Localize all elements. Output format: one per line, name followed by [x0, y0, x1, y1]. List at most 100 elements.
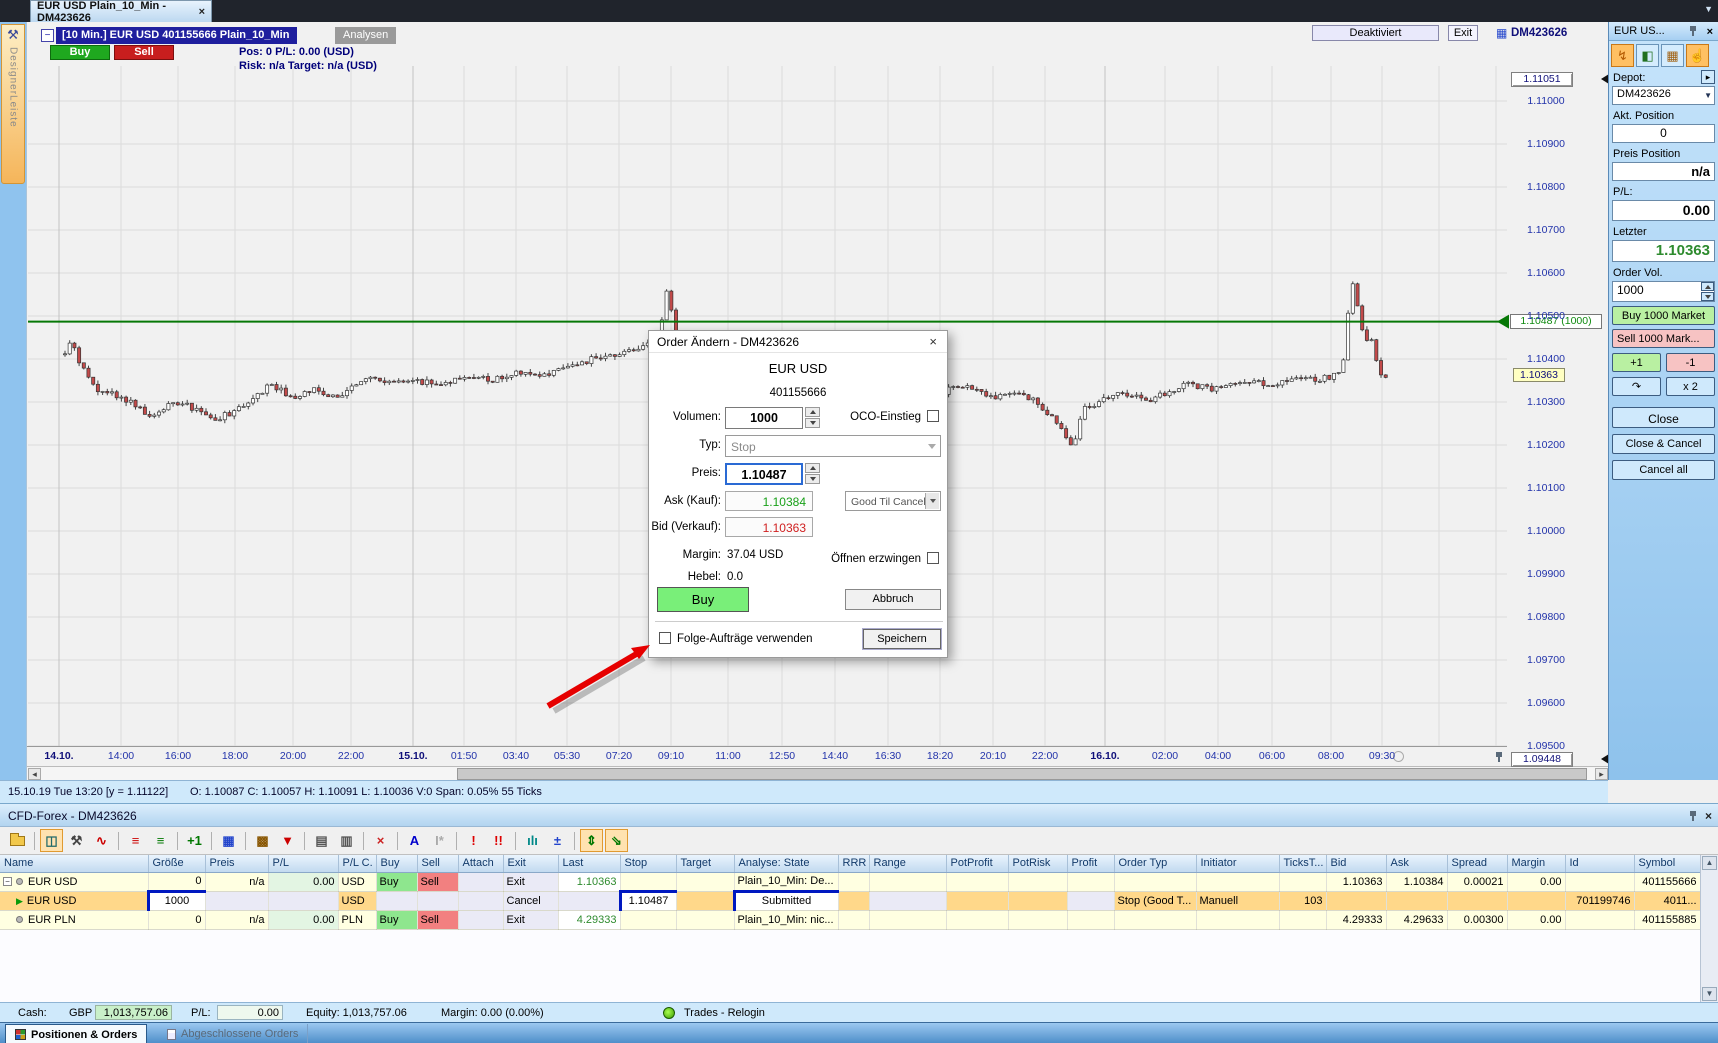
- caret-down-icon[interactable]: ▼: [1704, 4, 1713, 14]
- font-icon[interactable]: A: [409, 833, 420, 848]
- close-icon[interactable]: ×: [1704, 809, 1712, 823]
- cell-sell[interactable]: Sell: [417, 872, 459, 892]
- delete-icon[interactable]: ×: [376, 833, 385, 848]
- abbruch-button[interactable]: Abbruch: [845, 589, 941, 610]
- column-header-buy[interactable]: Buy: [376, 855, 418, 873]
- deaktiviert-button[interactable]: Deaktiviert: [1312, 25, 1439, 41]
- minus-one-button[interactable]: -1: [1666, 353, 1715, 372]
- column-header-rrr[interactable]: RRR: [838, 855, 870, 873]
- designer-leiste-panel[interactable]: ⚒ DesignerLeiste: [1, 24, 25, 184]
- expand-icon[interactable]: ▸: [1701, 70, 1715, 84]
- column-header-potrisk[interactable]: PotRisk: [1008, 855, 1068, 873]
- dialog-buy-button[interactable]: Buy: [657, 587, 749, 612]
- tools-icon[interactable]: ⚒: [70, 833, 83, 848]
- column-header-tickst[interactable]: TicksT...: [1279, 855, 1327, 873]
- chart-line-icon[interactable]: ∿: [96, 833, 107, 848]
- table-row[interactable]: − EUR USD 0 n/a 0.00 USD Buy Sell Exit 1.10363 Pla…: [0, 872, 1701, 892]
- sell-market-button[interactable]: Sell 1000 Mark...: [1612, 329, 1715, 348]
- mini-candles-icon[interactable]: ılı: [527, 833, 538, 848]
- pin-icon[interactable]: [1689, 810, 1697, 822]
- column-header-sell[interactable]: Sell: [417, 855, 459, 873]
- documents-icon[interactable]: ▥: [340, 833, 353, 848]
- close-icon[interactable]: ×: [929, 334, 937, 349]
- column-header-symbol[interactable]: Symbol: [1634, 855, 1701, 873]
- column-header-last[interactable]: Last: [558, 855, 621, 873]
- quick-trade-icon[interactable]: ↯: [1611, 44, 1634, 67]
- table-row[interactable]: EUR PLN 0 n/a 0.00 PLN Buy Sell Exit 4.29333 Plai…: [0, 910, 1701, 930]
- table-settings-icon[interactable]: ▩: [256, 833, 269, 848]
- sell-button[interactable]: Sell: [114, 45, 174, 60]
- column-header-pl[interactable]: P/L: [268, 855, 339, 873]
- column-header-margin[interactable]: Margin: [1507, 855, 1566, 873]
- column-header-groesse[interactable]: Größe: [148, 855, 206, 873]
- chart-tab[interactable]: EUR USD Plain_10_Min - DM423626 ×: [30, 0, 212, 24]
- validity-select[interactable]: Good Til Cancel: [845, 491, 941, 511]
- order-vol-stepper[interactable]: [1701, 282, 1714, 301]
- column-header-ordertyp[interactable]: Order Typ: [1114, 855, 1197, 873]
- cell-exit[interactable]: Exit: [503, 910, 559, 930]
- column-header-ask[interactable]: Ask: [1386, 855, 1448, 873]
- chart-horizontal-scrollbar[interactable]: ◂ ▸: [27, 766, 1609, 780]
- alert-icon[interactable]: !: [471, 833, 476, 848]
- oco-checkbox[interactable]: [927, 410, 939, 422]
- green-lines-icon[interactable]: ≡: [156, 833, 165, 848]
- collapse-icon[interactable]: −: [3, 876, 12, 886]
- scrollbar-thumb[interactable]: [457, 768, 1587, 780]
- depot-select[interactable]: DM423626 ▼: [1612, 86, 1715, 105]
- close-position-button[interactable]: Close: [1612, 407, 1715, 428]
- typ-select[interactable]: Stop: [725, 435, 941, 457]
- dialog-title-bar[interactable]: Order Ändern - DM423626 ×: [649, 331, 947, 353]
- add-one-icon[interactable]: +1: [187, 833, 202, 848]
- close-icon[interactable]: ×: [198, 5, 205, 18]
- sort-updown-icon[interactable]: ⇕: [580, 829, 603, 852]
- preis-stepper[interactable]: [805, 463, 820, 485]
- scroll-up-icon[interactable]: ▲: [1702, 856, 1717, 870]
- cell-sell[interactable]: Sell: [417, 910, 459, 930]
- column-header-attach[interactable]: Attach: [458, 855, 504, 873]
- cell-exit[interactable]: Cancel: [503, 891, 559, 911]
- preis-input[interactable]: 1.10487: [725, 463, 803, 485]
- column-header-target[interactable]: Target: [676, 855, 735, 873]
- column-header-stop[interactable]: Stop: [620, 855, 677, 873]
- cell-buy[interactable]: Buy: [376, 910, 418, 930]
- cell-buy[interactable]: Buy: [376, 872, 418, 892]
- chart-mode-icon[interactable]: ◧: [1636, 44, 1659, 67]
- document-icon[interactable]: ▤: [315, 833, 328, 848]
- close-and-cancel-button[interactable]: Close & Cancel: [1612, 434, 1715, 454]
- buy-button[interactable]: Buy: [50, 45, 110, 60]
- plus-one-button[interactable]: +1: [1612, 353, 1661, 372]
- column-header-name[interactable]: Name: [0, 855, 149, 873]
- alert-double-icon[interactable]: !!: [494, 833, 503, 848]
- column-header-profit[interactable]: Profit: [1067, 855, 1115, 873]
- red-lines-icon[interactable]: ≡: [131, 833, 140, 848]
- table-vertical-scrollbar[interactable]: ▲ ▼: [1700, 855, 1718, 1002]
- cell-exit[interactable]: Exit: [503, 872, 559, 892]
- collapse-icon[interactable]: −: [41, 29, 54, 42]
- filter-icon[interactable]: ▼: [281, 833, 294, 848]
- analysen-button[interactable]: Analysen: [335, 27, 397, 44]
- sort-icon[interactable]: ⇘: [605, 829, 628, 852]
- ticks-icon[interactable]: ▦: [1661, 44, 1684, 67]
- column-header-state[interactable]: Analyse: State: [734, 855, 839, 873]
- open-icon[interactable]: [6, 829, 29, 852]
- column-header-exit[interactable]: Exit: [503, 855, 559, 873]
- column-header-preis[interactable]: Preis: [205, 855, 269, 873]
- column-header-initiator[interactable]: Initiator: [1196, 855, 1280, 873]
- scroll-left-icon[interactable]: ◂: [28, 768, 41, 780]
- cancel-all-button[interactable]: Cancel all: [1612, 460, 1715, 480]
- repeat-order-button[interactable]: ↷: [1612, 377, 1661, 396]
- column-header-id[interactable]: Id: [1565, 855, 1635, 873]
- dropdown-icon[interactable]: ▼: [1704, 91, 1712, 100]
- column-header-potprofit[interactable]: PotProfit: [946, 855, 1009, 873]
- italic-disabled-icon[interactable]: I*: [435, 833, 444, 848]
- order-price-tag[interactable]: 1.10487 (1000): [1510, 314, 1602, 329]
- drag-mode-icon[interactable]: ☝: [1686, 44, 1709, 67]
- oeffnen-checkbox[interactable]: [927, 552, 939, 564]
- x2-button[interactable]: x 2: [1666, 377, 1715, 396]
- exit-button[interactable]: Exit: [1448, 25, 1478, 41]
- order-vol-input[interactable]: 1000: [1612, 281, 1715, 302]
- column-header-bid[interactable]: Bid: [1326, 855, 1387, 873]
- positions-view-icon[interactable]: ◫: [40, 829, 63, 852]
- column-header-plc[interactable]: P/L C.: [338, 855, 377, 873]
- plus-minus-icon[interactable]: ±: [553, 833, 562, 848]
